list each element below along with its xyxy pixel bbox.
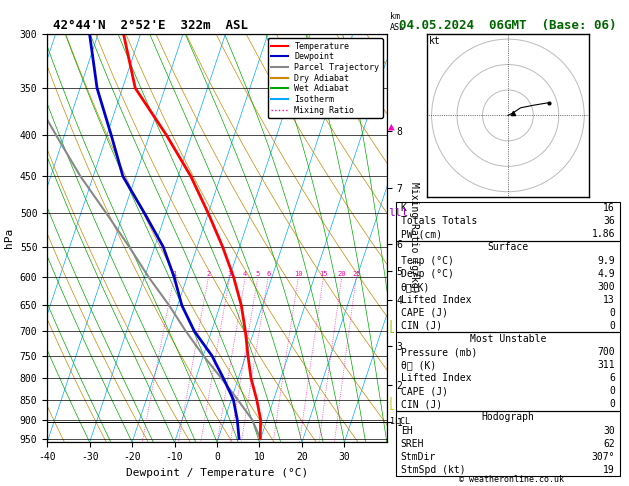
Text: 300: 300 [598,282,615,292]
Legend: Temperature, Dewpoint, Parcel Trajectory, Dry Adiabat, Wet Adiabat, Isotherm, Mi: Temperature, Dewpoint, Parcel Trajectory… [268,38,382,118]
Text: 4: 4 [243,271,247,278]
Text: 0: 0 [610,399,615,409]
Text: 0: 0 [610,386,615,396]
Text: K: K [401,203,406,213]
Bar [396,241,620,332]
Text: 2: 2 [206,271,211,278]
Text: ⎣: ⎣ [388,397,395,410]
Text: 6: 6 [266,271,270,278]
Text: Most Unstable: Most Unstable [470,334,546,344]
Text: © weatheronline.co.uk: © weatheronline.co.uk [459,474,564,484]
Text: PW (cm): PW (cm) [401,229,442,240]
Text: ⎣: ⎣ [388,320,395,333]
Text: 700: 700 [598,347,615,357]
Text: StmSpd (kt): StmSpd (kt) [401,465,465,475]
Text: StmDir: StmDir [401,451,436,462]
Text: 307°: 307° [592,451,615,462]
Text: 5: 5 [255,271,260,278]
Text: 36: 36 [603,216,615,226]
Text: SREH: SREH [401,438,424,449]
Text: ▲: ▲ [388,121,395,131]
Text: CIN (J): CIN (J) [401,321,442,331]
Text: 6: 6 [610,373,615,383]
Text: 9.9: 9.9 [598,256,615,265]
Text: 13: 13 [603,295,615,305]
Text: CAPE (J): CAPE (J) [401,386,448,396]
Y-axis label: Mixing Ratio (g/kg): Mixing Ratio (g/kg) [409,182,419,294]
Text: Temp (°C): Temp (°C) [401,256,454,265]
Text: θᴄ(K): θᴄ(K) [401,282,430,292]
Text: CAPE (J): CAPE (J) [401,308,448,318]
Text: Surface: Surface [487,243,528,252]
Text: Lifted Index: Lifted Index [401,373,471,383]
Text: CIN (J): CIN (J) [401,399,442,409]
Y-axis label: hPa: hPa [4,228,14,248]
Text: km
ASL: km ASL [390,12,405,32]
X-axis label: Dewpoint / Temperature (°C): Dewpoint / Temperature (°C) [126,468,308,478]
Text: 3: 3 [228,271,231,278]
Text: 1LCL: 1LCL [390,417,410,426]
Text: Hodograph: Hodograph [481,413,535,422]
Bar [396,202,620,241]
Text: 0: 0 [610,321,615,331]
Text: 25: 25 [352,271,360,278]
Text: 15: 15 [319,271,328,278]
Text: EH: EH [401,426,413,435]
Text: Dewp (°C): Dewp (°C) [401,269,454,278]
Text: 1.86: 1.86 [592,229,615,240]
Text: 10: 10 [294,271,303,278]
Text: lll: lll [388,208,408,218]
Text: θᴄ (K): θᴄ (K) [401,360,436,370]
Text: 4.9: 4.9 [598,269,615,278]
Text: Totals Totals: Totals Totals [401,216,477,226]
Bar [396,411,620,476]
Text: 62: 62 [603,438,615,449]
Text: 1: 1 [172,271,176,278]
Text: 16: 16 [603,203,615,213]
Text: 20: 20 [337,271,346,278]
Text: 0: 0 [610,308,615,318]
Text: Pressure (mb): Pressure (mb) [401,347,477,357]
Text: 42°44'N  2°52'E  322m  ASL: 42°44'N 2°52'E 322m ASL [53,18,248,32]
Text: kt: kt [429,36,441,46]
Text: Lifted Index: Lifted Index [401,295,471,305]
Text: 311: 311 [598,360,615,370]
Text: 04.05.2024  06GMT  (Base: 06): 04.05.2024 06GMT (Base: 06) [399,18,617,32]
Text: 30: 30 [603,426,615,435]
Text: 19: 19 [603,465,615,475]
Bar [396,332,620,411]
